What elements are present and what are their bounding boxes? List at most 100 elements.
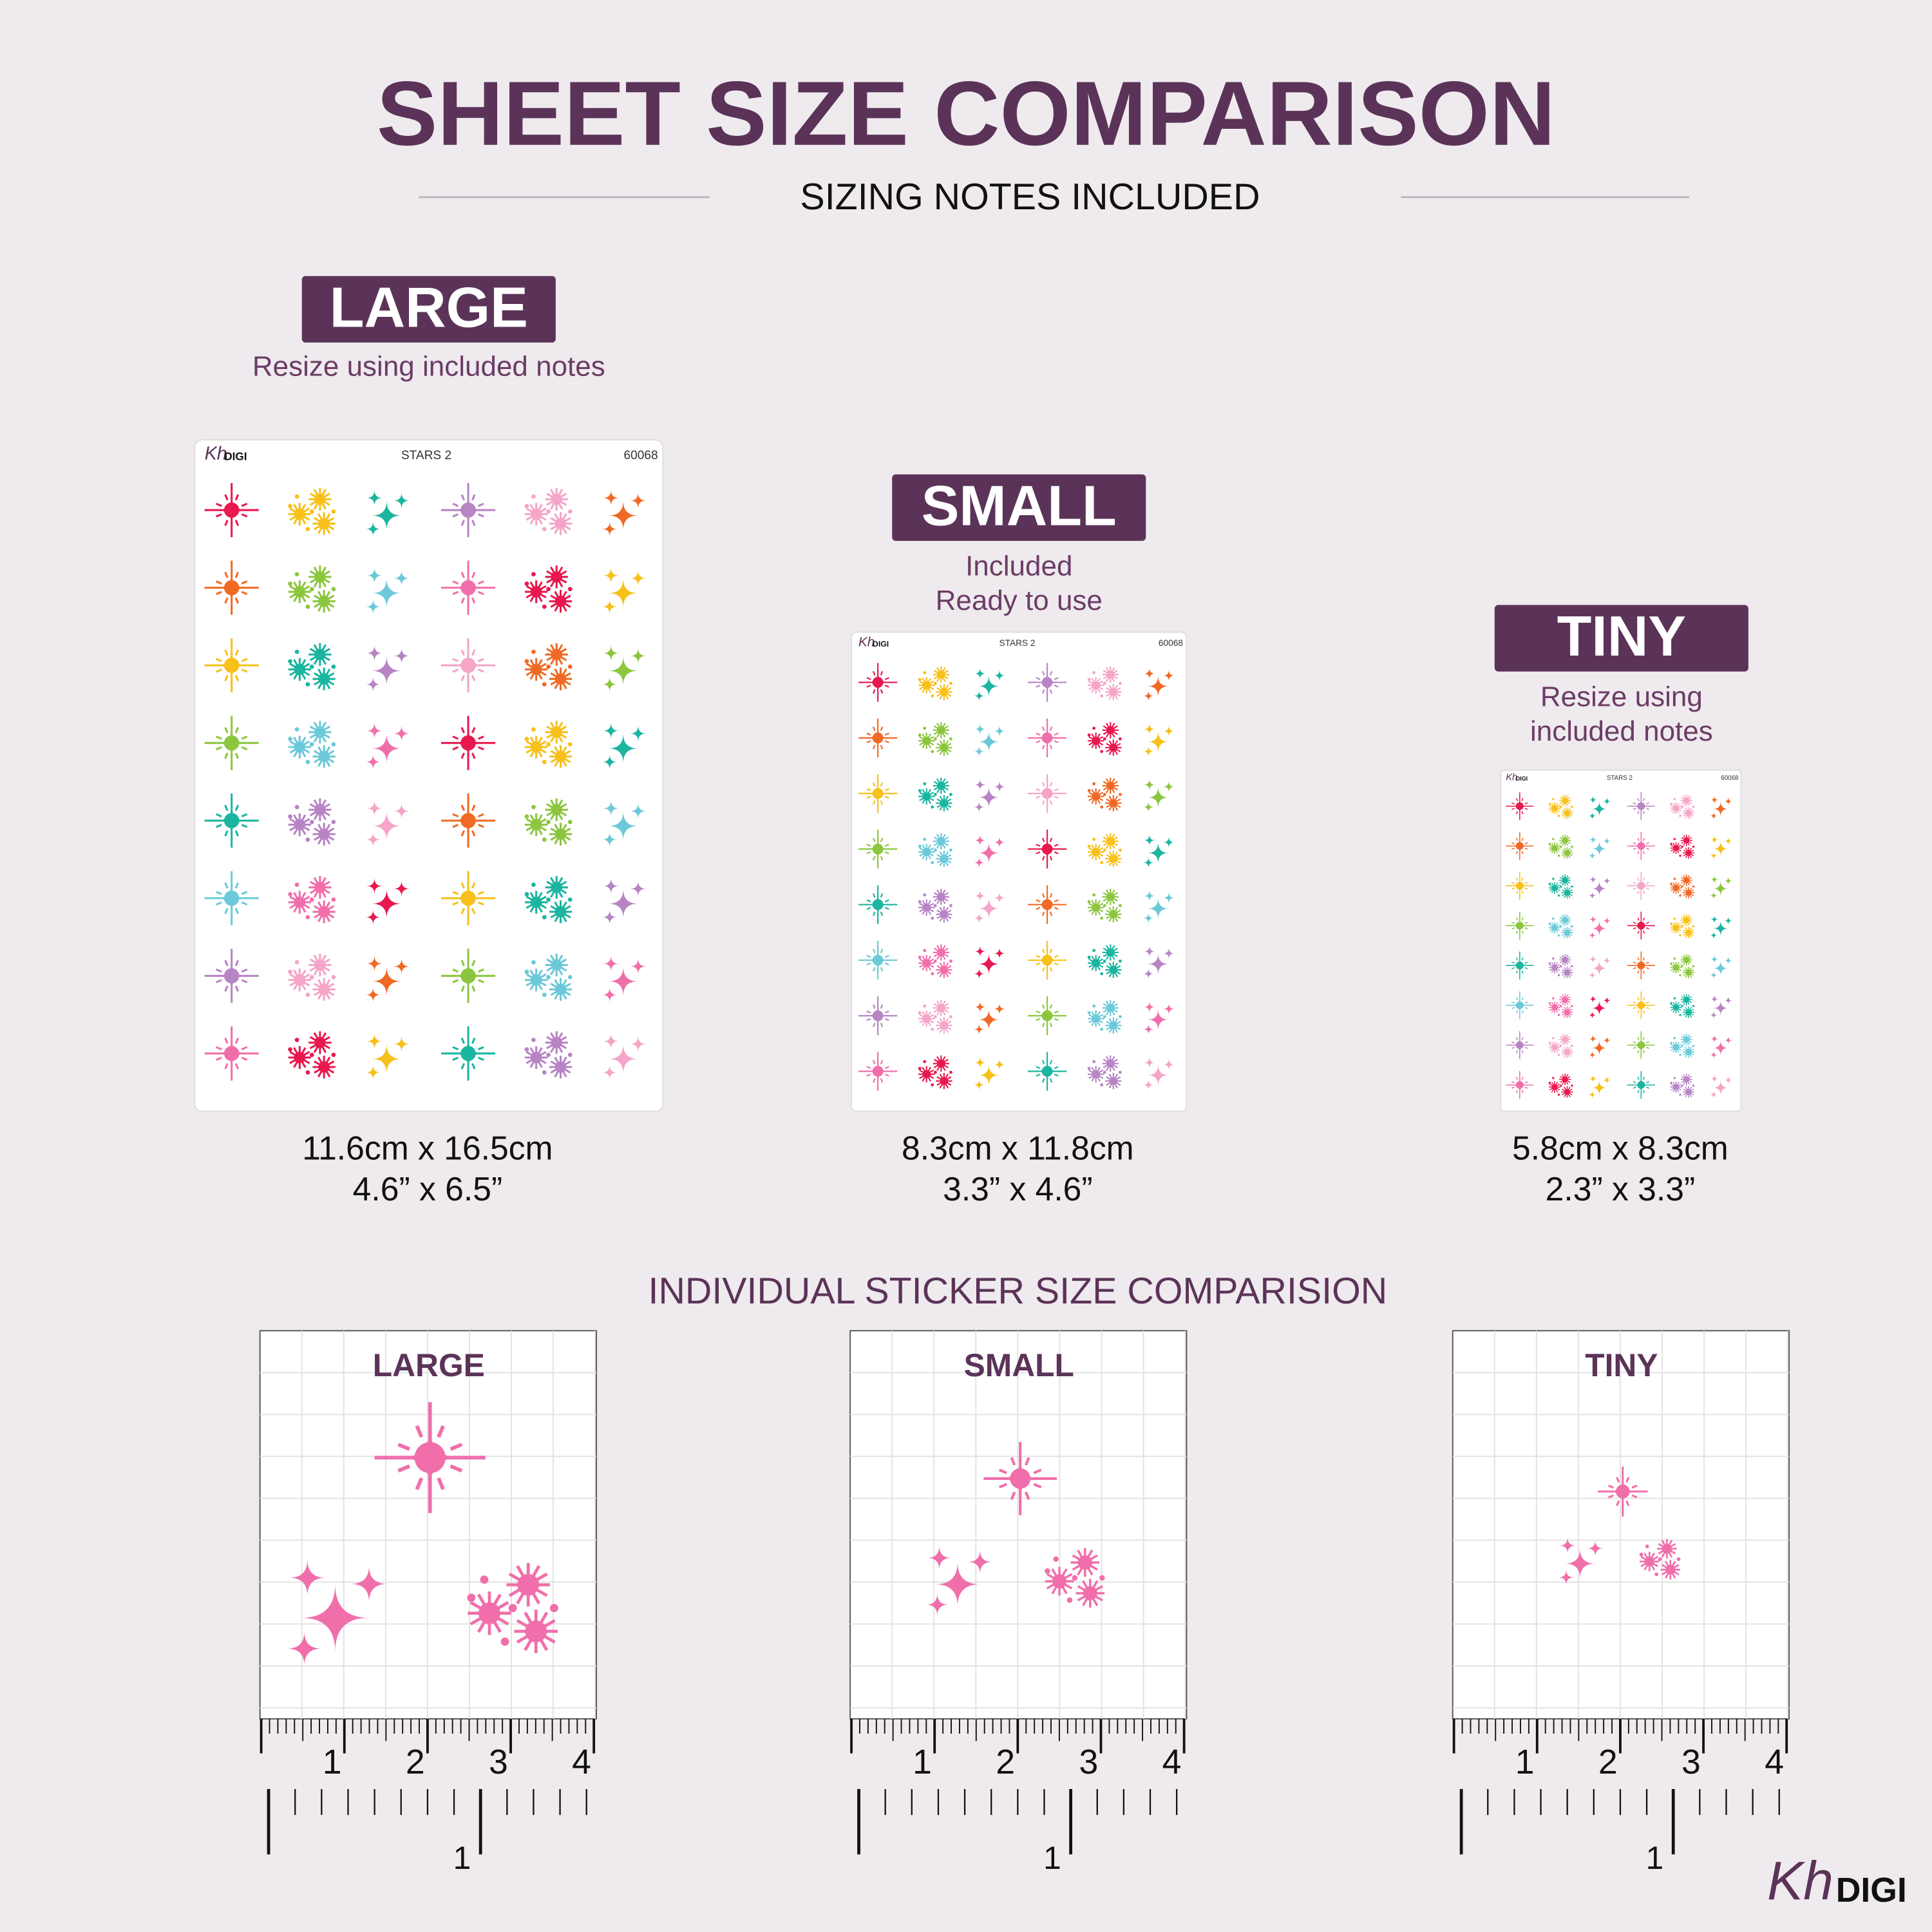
dot xyxy=(524,814,529,819)
sun-ray xyxy=(1676,1083,1681,1088)
burst-ray xyxy=(1010,1457,1016,1466)
dot xyxy=(1673,877,1676,880)
burst-ray xyxy=(1607,1494,1615,1499)
burst-ray xyxy=(234,649,240,656)
dot xyxy=(309,587,314,592)
sun-ray xyxy=(1554,1083,1560,1088)
dot xyxy=(1118,1070,1122,1074)
burst-ray xyxy=(478,591,484,596)
burst-ray xyxy=(1646,882,1649,884)
burst-ray xyxy=(1515,997,1519,1001)
burst-ray xyxy=(1646,1001,1649,1004)
sun-ray xyxy=(1051,1580,1061,1595)
sparkle xyxy=(1588,851,1596,860)
sun-ray xyxy=(527,1565,541,1586)
burst-ray xyxy=(471,752,476,759)
sparkle xyxy=(1602,837,1611,846)
sparkle xyxy=(603,800,620,817)
burst-ray xyxy=(241,979,248,983)
dot xyxy=(294,882,299,887)
sparkle xyxy=(372,578,402,609)
sparkle xyxy=(1588,971,1596,980)
sparkle xyxy=(603,489,620,506)
burst-ray xyxy=(1515,851,1519,855)
sheet-size-cm: 11.6cm x 16.5cm xyxy=(302,1130,553,1167)
dot xyxy=(1559,1084,1562,1087)
sparkle xyxy=(973,1023,985,1035)
burst-ray xyxy=(215,1056,222,1061)
burst-ray xyxy=(1054,732,1059,736)
burst-ray xyxy=(1036,907,1041,910)
dot xyxy=(1103,1070,1106,1074)
sun-ray xyxy=(535,1630,556,1644)
sun-ray xyxy=(319,570,330,578)
burst-ray xyxy=(1054,677,1059,680)
sun-ray xyxy=(299,895,310,904)
dot xyxy=(1557,1014,1560,1016)
sun-ray xyxy=(560,516,571,525)
ruler-in-label: 1 xyxy=(453,1840,471,1876)
dot xyxy=(331,975,336,980)
sparkle xyxy=(1147,676,1169,697)
burst-ray xyxy=(884,907,889,910)
burst-ray xyxy=(1049,782,1053,787)
sparkle xyxy=(1602,797,1611,806)
sparkle xyxy=(608,811,638,841)
dot xyxy=(288,969,292,974)
burst-ray xyxy=(1521,1037,1524,1041)
sparkle xyxy=(993,1003,1006,1015)
sun-ray xyxy=(1554,1004,1560,1008)
sun-ray xyxy=(299,663,310,670)
sun-ray xyxy=(1113,743,1121,748)
sparkle xyxy=(1147,731,1169,753)
burst-ray xyxy=(1511,848,1515,850)
sparkle xyxy=(1709,1050,1718,1059)
dot xyxy=(305,837,310,842)
sun-ray xyxy=(1095,791,1104,797)
dot xyxy=(1072,1575,1078,1581)
sparkle xyxy=(1591,1040,1607,1056)
dot xyxy=(918,1066,922,1070)
sparkle xyxy=(601,831,618,848)
dot xyxy=(1118,737,1122,741)
dot xyxy=(1559,806,1562,808)
burst-ray xyxy=(1041,689,1045,694)
dot xyxy=(1552,798,1555,800)
sparkle xyxy=(973,857,985,868)
burst-ray xyxy=(1633,961,1636,964)
sun-ray xyxy=(1113,798,1121,804)
sparkle xyxy=(1142,746,1154,757)
burst-ray xyxy=(215,901,222,906)
sparkle xyxy=(1564,1548,1596,1579)
size-badge-label: TINY xyxy=(1557,604,1686,668)
dot xyxy=(1118,904,1122,907)
dot xyxy=(1571,1045,1573,1047)
sun-ray xyxy=(299,585,310,593)
dot xyxy=(931,805,934,809)
burst-ray xyxy=(1041,856,1045,861)
sparkle xyxy=(601,909,618,925)
sparkle xyxy=(1588,811,1596,820)
sparkle xyxy=(630,570,647,587)
sun-ray xyxy=(560,1060,571,1068)
sparkle xyxy=(974,1001,986,1013)
burst-ray xyxy=(1036,851,1041,855)
dot xyxy=(1673,997,1676,999)
burst-ray xyxy=(866,899,871,903)
burst-ray xyxy=(872,782,876,787)
sun-ray xyxy=(535,740,547,748)
dot xyxy=(1092,671,1096,674)
sparkle xyxy=(973,913,985,924)
dot xyxy=(567,664,573,669)
sun-ray xyxy=(1095,958,1104,964)
sparkle xyxy=(1589,1074,1598,1083)
burst-ray xyxy=(471,804,476,811)
burst-ray xyxy=(215,1046,222,1050)
sun-ray xyxy=(508,1583,529,1597)
sparkle xyxy=(365,1065,381,1081)
sparkle xyxy=(1143,723,1155,735)
burst-ray xyxy=(224,1037,229,1044)
sparkle xyxy=(1710,795,1719,804)
sun-ray xyxy=(1686,996,1692,1001)
burst-ray xyxy=(1646,848,1649,850)
